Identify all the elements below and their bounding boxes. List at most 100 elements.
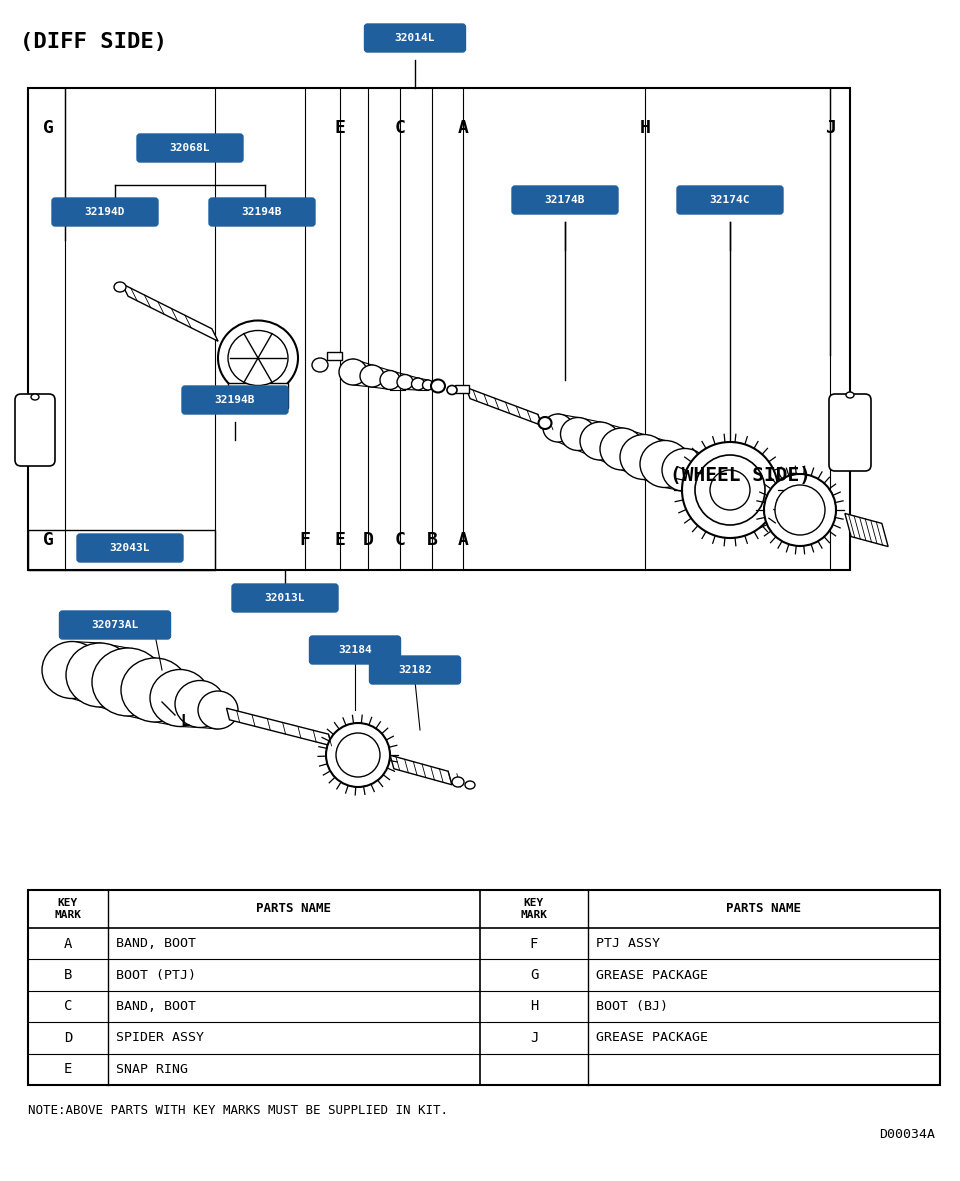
Ellipse shape [31,394,39,400]
Ellipse shape [339,359,367,385]
Text: F: F [300,531,310,549]
Text: B: B [63,968,72,983]
Text: H: H [530,999,539,1013]
Ellipse shape [422,380,434,390]
Text: 32182: 32182 [398,665,432,676]
Text: H: H [639,119,651,137]
Ellipse shape [846,392,854,398]
Text: C: C [63,999,72,1013]
Ellipse shape [66,642,134,707]
Bar [327,352,342,360]
Ellipse shape [710,470,750,510]
Ellipse shape [114,282,126,292]
Text: C: C [395,531,405,549]
FancyBboxPatch shape [309,637,400,664]
Bar [28,890,940,1085]
Text: D: D [363,531,373,549]
Ellipse shape [662,449,708,491]
Ellipse shape [465,781,475,789]
Text: 32174C: 32174C [709,195,751,205]
FancyBboxPatch shape [15,394,55,466]
Polygon shape [122,283,218,341]
Text: GREASE PACKAGE: GREASE PACKAGE [596,1031,708,1044]
Text: J: J [825,119,835,137]
Text: E: E [63,1062,72,1076]
FancyBboxPatch shape [182,386,288,415]
Text: G: G [42,119,54,137]
Polygon shape [227,709,331,746]
Text: BAND, BOOT: BAND, BOOT [116,1000,196,1013]
Polygon shape [845,514,888,547]
Text: (DIFF SIDE): (DIFF SIDE) [20,32,167,52]
FancyBboxPatch shape [60,611,171,639]
Text: NOTE:ABOVE PARTS WITH KEY MARKS MUST BE SUPPLIED IN KIT.: NOTE:ABOVE PARTS WITH KEY MARKS MUST BE … [28,1103,448,1116]
Text: G: G [530,968,539,983]
FancyBboxPatch shape [365,24,466,52]
Ellipse shape [764,474,836,546]
Bar [28,89,850,570]
Text: D: D [63,1031,72,1045]
Text: BAND, BOOT: BAND, BOOT [116,938,196,951]
FancyBboxPatch shape [77,534,183,562]
Text: KEY
MARK: KEY MARK [55,899,82,920]
Text: 32194B: 32194B [242,207,282,217]
Text: D00034A: D00034A [879,1129,935,1142]
Text: 32194B: 32194B [215,394,255,405]
Ellipse shape [600,428,644,470]
Text: A: A [458,531,468,549]
Text: 32174B: 32174B [544,195,586,205]
Text: G: G [42,531,54,549]
FancyBboxPatch shape [232,583,338,612]
Ellipse shape [150,670,210,726]
Text: (WHEEL SIDE): (WHEEL SIDE) [670,465,811,484]
Ellipse shape [412,378,424,390]
Text: PARTS NAME: PARTS NAME [256,902,331,915]
Text: A: A [458,119,468,137]
Text: C: C [395,119,405,137]
Ellipse shape [539,417,551,429]
Text: PARTS NAME: PARTS NAME [727,902,802,915]
FancyBboxPatch shape [829,394,871,471]
Polygon shape [466,387,542,425]
Ellipse shape [561,418,595,450]
Text: PTJ ASSY: PTJ ASSY [596,938,660,951]
Text: B: B [426,531,438,549]
FancyBboxPatch shape [52,198,158,226]
Ellipse shape [620,435,668,479]
Text: BOOT (PTJ): BOOT (PTJ) [116,968,196,981]
Text: J: J [530,1031,539,1045]
Text: 32073AL: 32073AL [91,620,138,629]
Bar [28,530,215,570]
Polygon shape [390,756,452,784]
Text: 32068L: 32068L [170,143,210,154]
Text: F: F [530,937,539,951]
Ellipse shape [175,680,225,727]
Ellipse shape [336,733,380,777]
Ellipse shape [452,777,464,787]
Text: 32184: 32184 [338,645,372,655]
FancyBboxPatch shape [209,198,315,226]
Text: E: E [335,531,346,549]
FancyBboxPatch shape [370,655,461,684]
Ellipse shape [543,415,573,442]
Text: SNAP RING: SNAP RING [116,1063,188,1076]
Ellipse shape [42,641,102,698]
Ellipse shape [360,365,384,387]
Ellipse shape [431,379,445,392]
Text: E: E [335,119,346,137]
Ellipse shape [397,374,413,390]
Ellipse shape [121,658,189,722]
Ellipse shape [326,723,390,787]
Text: A: A [63,937,72,951]
Text: L: L [180,715,189,730]
Bar [228,383,288,407]
Text: KEY
MARK: KEY MARK [520,899,547,920]
Text: 32194D: 32194D [84,207,125,217]
FancyBboxPatch shape [677,185,783,214]
FancyBboxPatch shape [137,133,243,162]
Text: BOOT (BJ): BOOT (BJ) [596,1000,668,1013]
Ellipse shape [218,320,298,396]
Text: SPIDER ASSY: SPIDER ASSY [116,1031,204,1044]
Ellipse shape [380,371,400,390]
Text: 32043L: 32043L [109,543,151,553]
